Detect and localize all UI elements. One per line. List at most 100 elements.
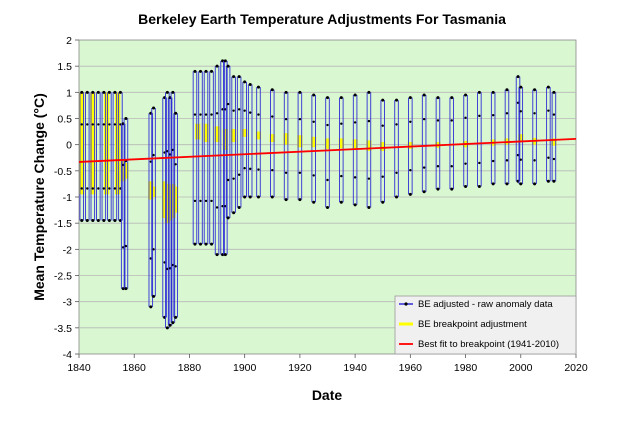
adjusted-point-low	[96, 219, 100, 223]
adjusted-point-high	[223, 59, 227, 63]
adjusted-point	[80, 123, 83, 126]
y-tick-label: -3	[63, 297, 72, 309]
adjusted-point-high	[226, 64, 230, 68]
adjusted-series	[79, 59, 557, 330]
adjusted-point	[124, 244, 128, 248]
adjusted-point	[102, 187, 106, 190]
adjusted-point-high	[381, 98, 385, 102]
adjusted-point-high	[367, 90, 371, 94]
adjusted-point-high	[546, 85, 550, 89]
breakpoint-band	[203, 123, 209, 143]
y-tick-label: 2	[66, 35, 72, 47]
legend-box	[394, 295, 577, 355]
adjusted-point	[257, 113, 260, 116]
y-tick-label: 0	[66, 140, 72, 152]
breakpoint-band	[161, 181, 168, 218]
legend-marker-adjusted	[404, 302, 408, 306]
adjusted-point	[248, 111, 252, 114]
adjusted-point	[533, 112, 536, 115]
x-tick-label: 1840	[67, 362, 91, 374]
adjusted-point-low	[124, 287, 128, 291]
adjusted-point-high	[436, 96, 440, 100]
adjusted-point	[491, 159, 495, 163]
adjusted-point	[152, 153, 155, 157]
adjusted-point	[102, 123, 106, 126]
y-tick-label: -4	[63, 349, 72, 361]
adjusted-point-low	[198, 242, 202, 246]
adjusted-point-high	[171, 90, 175, 94]
adjusted-point-low	[408, 192, 412, 196]
breakpoint-band	[380, 142, 386, 151]
breakpoint-band	[255, 131, 262, 140]
breakpoint-band	[338, 138, 344, 149]
x-tick-label: 1900	[233, 362, 257, 374]
adjusted-point-low	[243, 195, 247, 199]
adjusted-point-low	[422, 190, 426, 194]
breakpoint-band	[167, 186, 173, 221]
adjusted-point	[243, 109, 246, 112]
adjusted-point	[436, 119, 440, 122]
adjusted-point	[450, 165, 453, 168]
x-tick-label: 1880	[178, 362, 202, 374]
adjusted-point-low	[193, 242, 197, 246]
adjusted-point-low	[312, 200, 316, 204]
adjusted-point-high	[270, 88, 274, 92]
breakpoint-band	[518, 134, 524, 143]
breakpoint-band	[150, 186, 157, 197]
adjusted-point	[226, 178, 230, 182]
adjusted-point	[422, 117, 426, 121]
adjusted-point	[226, 102, 230, 106]
adjusted-point-high	[477, 90, 481, 94]
adjusted-point-high	[215, 64, 219, 68]
adjusted-point-low	[367, 205, 371, 209]
adjusted-point-high	[533, 88, 537, 92]
adjusted-point-high	[107, 90, 111, 94]
adjusted-point-low	[171, 321, 175, 325]
y-tick-label: 0.5	[57, 114, 72, 126]
adjusted-point	[395, 171, 398, 174]
adjusted-point-low	[505, 182, 509, 186]
adjusted-point	[312, 174, 315, 177]
adjusted-point-low	[165, 326, 169, 330]
adjusted-point-low	[232, 211, 236, 215]
adjusted-point	[215, 112, 219, 115]
adjusted-point-high	[102, 90, 106, 94]
adjusted-point-high	[96, 90, 100, 94]
adjusted-point-high	[80, 90, 84, 94]
breakpoint-band	[352, 139, 358, 150]
adjusted-point	[86, 187, 89, 190]
adjusted-point-low	[107, 219, 111, 223]
adjusted-point	[505, 112, 509, 115]
adjusted-point-low	[270, 195, 274, 199]
adjusted-point	[237, 173, 241, 176]
adjusted-point	[113, 123, 117, 126]
adjusted-point-high	[256, 85, 260, 89]
adjusted-point-low	[450, 187, 454, 191]
adjusted-point	[199, 113, 202, 116]
adjusted-point-low	[248, 195, 252, 199]
breakpoint-band	[311, 136, 317, 148]
adjusted-point-high	[232, 75, 236, 79]
adjusted-point	[519, 110, 522, 113]
x-tick-label: 1920	[288, 362, 312, 374]
adjusted-point	[409, 168, 412, 172]
x-tick-label: 1980	[454, 362, 478, 374]
breakpoint-band	[120, 160, 126, 182]
adjusted-point	[271, 168, 274, 172]
breakpoint-band	[115, 92, 121, 195]
adjusted-point	[80, 187, 83, 190]
adjusted-point	[97, 187, 100, 190]
adjusted-point	[381, 124, 384, 127]
adjusted-point	[237, 108, 241, 111]
adjusted-point	[436, 165, 440, 168]
adjusted-point	[243, 167, 246, 170]
x-axis-label: Date	[312, 387, 343, 403]
adjusted-point	[248, 167, 252, 171]
adjusted-point-high	[124, 117, 128, 120]
adjusted-point	[174, 265, 177, 268]
bestfit-series	[78, 138, 577, 163]
legend-label-adjusted: BE adjusted - raw anomaly data	[418, 299, 553, 310]
adjusted-point	[199, 199, 202, 203]
adjusted-point-high	[339, 96, 343, 100]
adjusted-point	[464, 116, 467, 120]
